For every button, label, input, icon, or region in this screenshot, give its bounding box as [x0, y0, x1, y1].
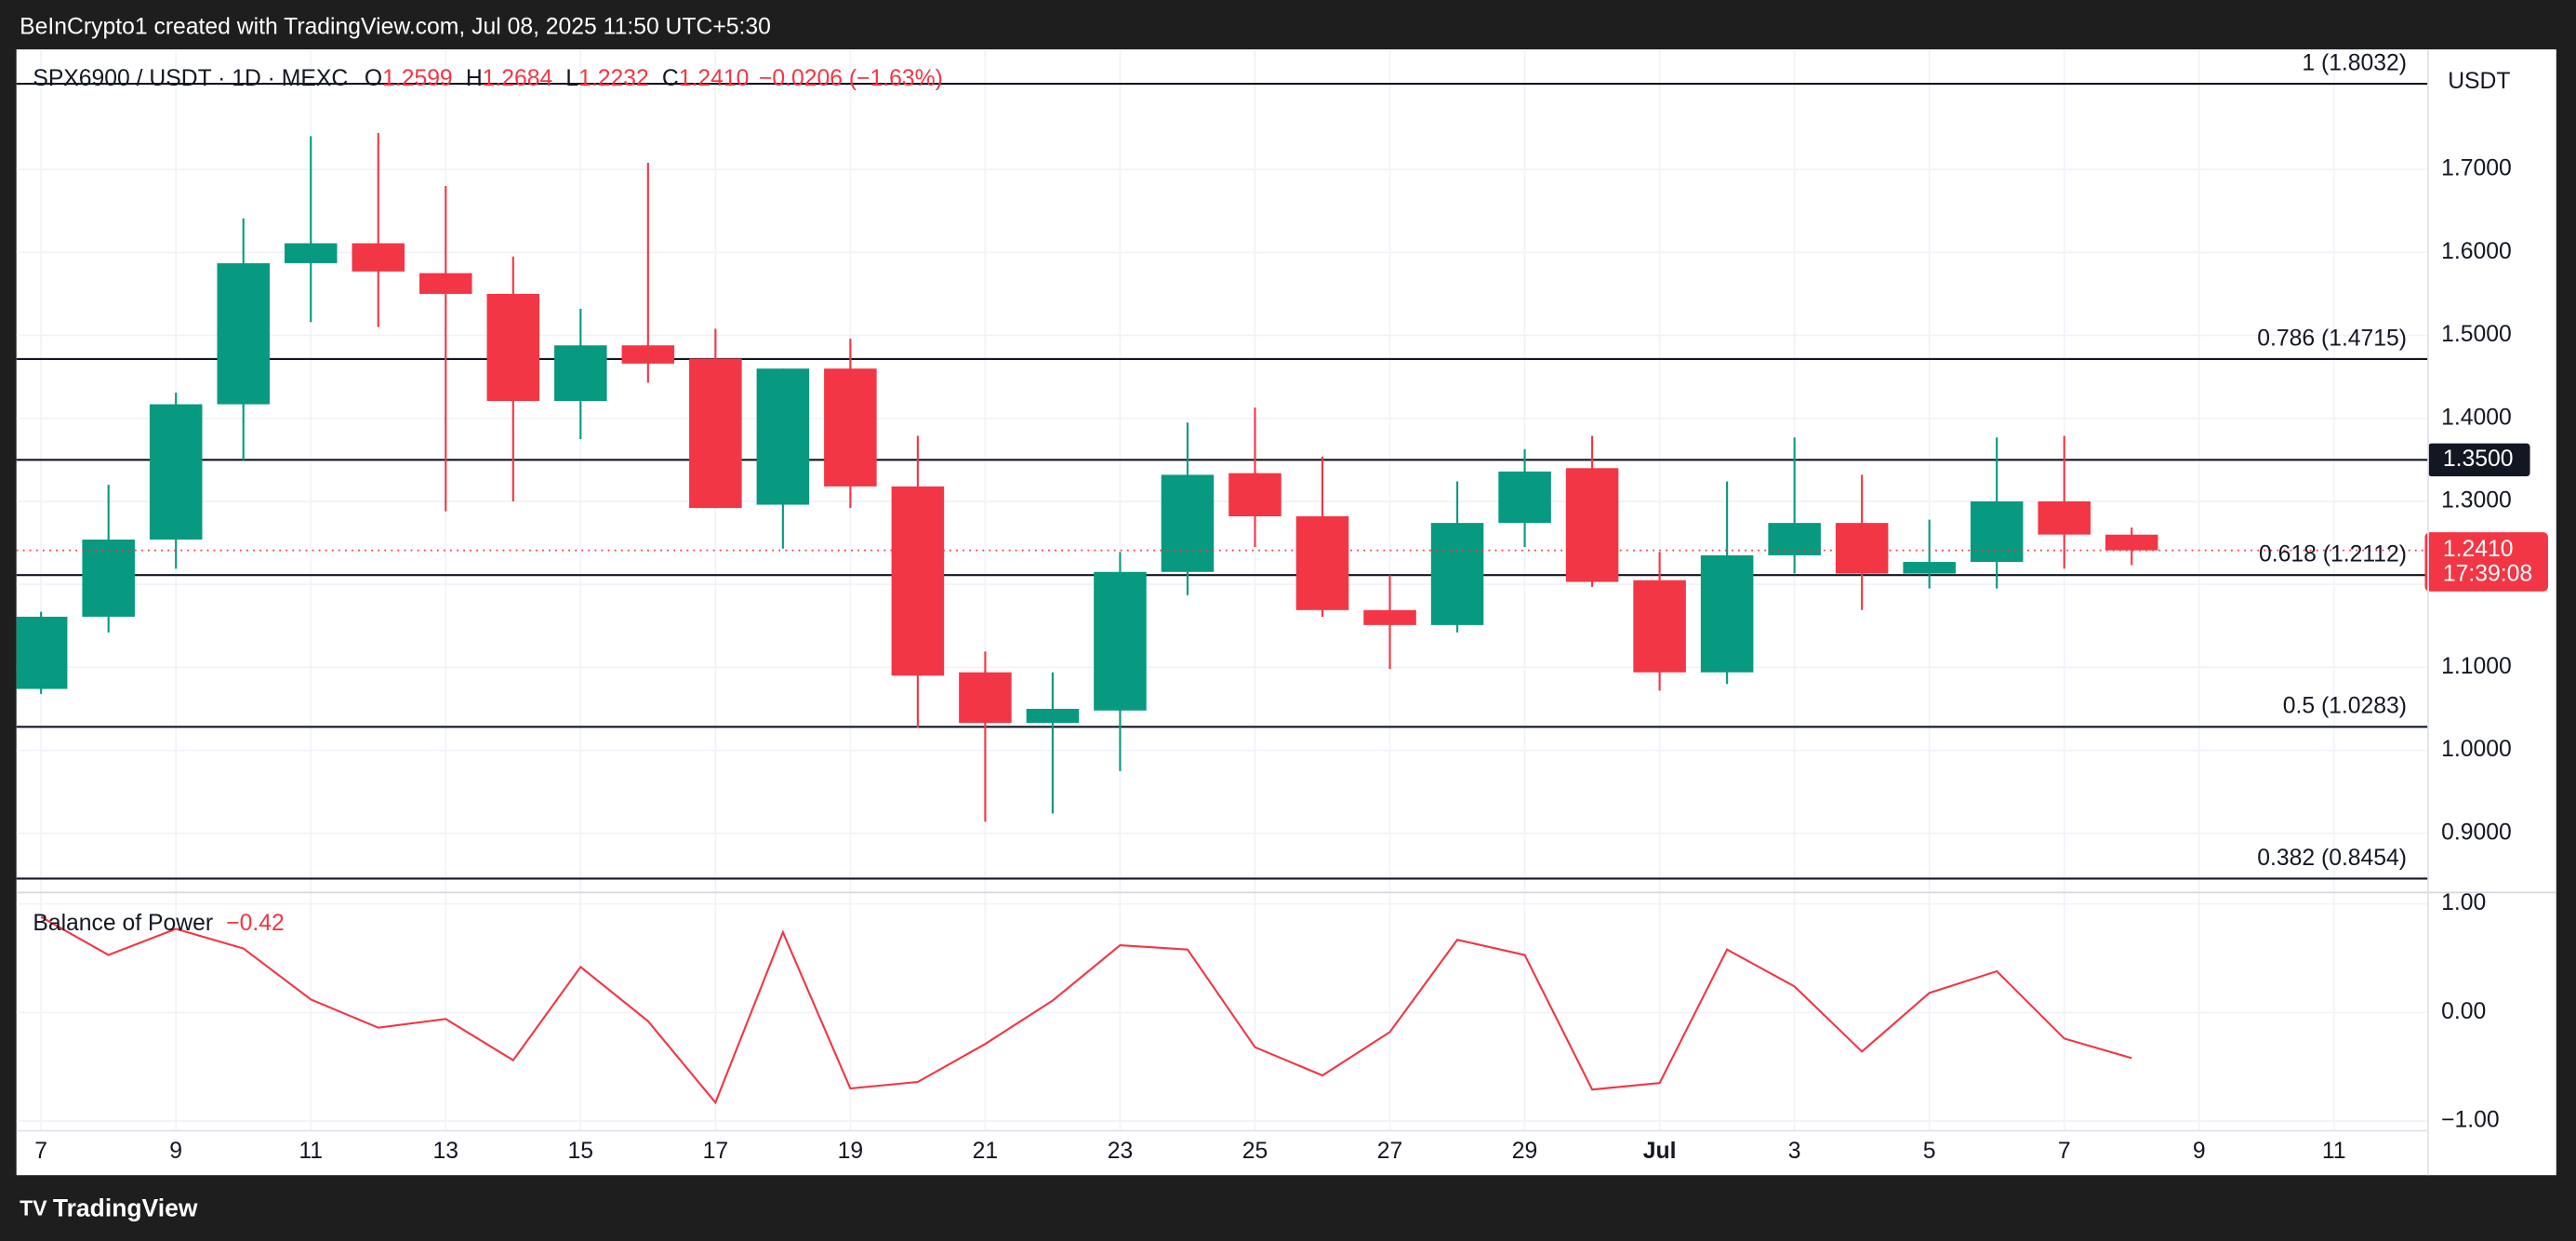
- candle-body: [352, 243, 405, 272]
- ohlc-key: O: [365, 65, 382, 90]
- ohlc-key: C: [662, 65, 679, 90]
- x-tick-label: 15: [568, 1139, 594, 1164]
- y-tick-label: 0.9000: [2441, 820, 2512, 845]
- x-tick-label: 29: [1512, 1139, 1537, 1164]
- candle-body: [486, 293, 540, 402]
- countdown: 17:39:08: [2443, 562, 2532, 587]
- y-axis-label: USDT: [2448, 69, 2510, 94]
- x-tick-label: 25: [1242, 1139, 1268, 1164]
- axes: 0.90001.00001.10001.20001.30001.40001.50…: [34, 50, 2548, 1164]
- symbol: SPX6900 / USDT · 1D · MEXC: [33, 65, 348, 90]
- indicator-legend: Balance of Power −0.42: [33, 910, 284, 935]
- brand: TradingView: [53, 1194, 198, 1221]
- candle-body: [891, 486, 945, 676]
- candle-body: [689, 358, 742, 509]
- x-tick-label: 7: [34, 1139, 47, 1164]
- candle-body: [1363, 609, 1416, 625]
- fib-label: 0.786 (1.4715): [2257, 326, 2407, 351]
- candle-body: [1835, 523, 1889, 574]
- candle-body: [1565, 468, 1619, 582]
- fib-label: 1 (1.8032): [2302, 50, 2407, 75]
- candle-body: [1970, 500, 2024, 563]
- x-tick-label: 11: [299, 1139, 323, 1164]
- candle-body: [16, 616, 68, 689]
- x-tick-label: 17: [703, 1139, 729, 1164]
- candle-body: [2038, 500, 2091, 535]
- ohlc-value: 1.2684: [483, 65, 553, 90]
- chart-area: [16, 49, 2556, 1176]
- candle-body: [1295, 516, 1349, 610]
- candle-body: [1700, 554, 1754, 673]
- y-tick-label: 1.6000: [2441, 239, 2512, 264]
- x-tick-label: Jul: [1643, 1139, 1677, 1164]
- candle-body: [1026, 708, 1080, 724]
- fib-label: 0.5 (1.0283): [2283, 694, 2407, 719]
- candle-body: [2105, 534, 2158, 551]
- x-tick-label: 13: [433, 1139, 458, 1164]
- fib-label: 0.618 (1.2112): [2259, 541, 2407, 567]
- plot: [16, 82, 2429, 1105]
- x-tick-label: 9: [169, 1139, 182, 1164]
- indicator-name: Balance of Power: [33, 910, 213, 935]
- indicator-value: −0.42: [226, 910, 285, 935]
- indicator-tick-label: 1.00: [2441, 890, 2486, 915]
- footer-brand: TV TradingView: [20, 1194, 198, 1221]
- candle-body: [1903, 562, 1956, 574]
- y-tick-label: 1.5000: [2441, 322, 2512, 347]
- candle-body: [621, 345, 675, 364]
- legend: SPX6900 / USDT · 1D · MEXC O1.2599 H1.2684…: [33, 65, 943, 90]
- ohlc-value: 1.2232: [578, 65, 649, 90]
- x-tick-label: 21: [973, 1139, 999, 1164]
- candle-body: [284, 243, 338, 263]
- candle-body: [1768, 523, 1821, 555]
- x-tick-label: 27: [1377, 1139, 1403, 1164]
- ohlc-value: 1.2599: [382, 65, 453, 90]
- candle-body: [1094, 571, 1147, 711]
- x-tick-label: 11: [2322, 1139, 2346, 1164]
- indicator-line: [40, 915, 2132, 1105]
- y-tick-label: 1.1000: [2441, 654, 2512, 679]
- candle-body: [1498, 471, 1551, 524]
- ohlc-value: 1.2410: [679, 65, 750, 90]
- x-tick-label: 3: [1788, 1139, 1801, 1164]
- candle-body: [554, 345, 607, 402]
- grid: [16, 49, 2429, 1131]
- fib-label: 0.382 (0.8454): [2257, 846, 2407, 871]
- x-tick-label: 5: [1923, 1139, 1936, 1164]
- candle-body: [82, 539, 135, 617]
- x-tick-label: 7: [2058, 1139, 2071, 1164]
- candle-body: [1633, 580, 1686, 673]
- y-tick-label: 1.3000: [2441, 487, 2512, 513]
- candle-body: [149, 404, 203, 540]
- indicator-tick-label: 0.00: [2441, 999, 2486, 1024]
- candle-body: [1161, 474, 1215, 572]
- ohlc-key: L: [565, 65, 578, 90]
- horizontal-line-label: 1.3500: [2443, 447, 2514, 472]
- candle-body: [419, 273, 472, 294]
- last-price-label: 1.2410: [2443, 537, 2514, 562]
- candle-body: [217, 262, 270, 405]
- y-tick-label: 1.0000: [2441, 737, 2512, 762]
- indicator-tick-label: −1.00: [2441, 1108, 2500, 1133]
- horizontal-line-tag: [2428, 443, 2530, 477]
- candle-body: [1228, 473, 1281, 517]
- candle-body: [756, 368, 810, 505]
- x-tick-label: 19: [838, 1139, 864, 1164]
- candle-body: [1430, 523, 1484, 625]
- change: −0.0206 (−1.63%): [759, 65, 943, 90]
- y-tick-label: 1.4000: [2441, 405, 2512, 430]
- candle-body: [824, 368, 877, 487]
- ohlc-key: H: [466, 65, 483, 90]
- y-tick-label: 1.7000: [2441, 156, 2512, 181]
- x-tick-label: 23: [1108, 1139, 1134, 1164]
- candle-body: [959, 672, 1012, 724]
- x-tick-label: 9: [2193, 1139, 2206, 1164]
- attribution: BeInCrypto1 created with TradingView.com…: [20, 15, 771, 40]
- last-price-tag: [2424, 532, 2548, 592]
